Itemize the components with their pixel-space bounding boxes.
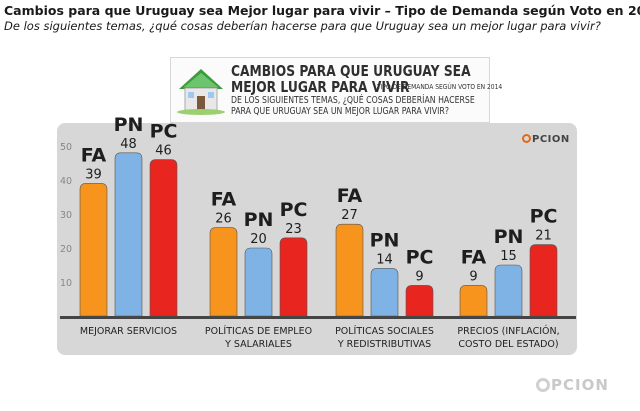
- y-tick-label: 40: [60, 176, 72, 187]
- bar-fa-3: [459, 285, 488, 317]
- banner-subtitle: TIPO DE DEMANDA SEGÚN VOTO EN 2014: [377, 83, 503, 91]
- value-label: 15: [500, 249, 517, 264]
- house-icon: [177, 69, 225, 115]
- banner-title-line2: MEJOR LUGAR PARA VIVIR: [231, 78, 410, 96]
- y-tick-label: 30: [60, 210, 72, 221]
- brand-big-text: PCION: [551, 376, 609, 394]
- value-label: 14: [376, 252, 393, 267]
- category-label: Y REDISTRIBUTIVAS: [337, 339, 431, 350]
- bar-pn-1: [244, 247, 273, 317]
- series-label-pn: PN: [370, 229, 400, 251]
- x-axis-bar: [60, 316, 576, 319]
- brand-o-icon: [522, 134, 531, 143]
- category-label: Y SALARIALES: [224, 339, 292, 350]
- bar-pc-0: [149, 159, 178, 317]
- category-label: POLÍTICAS DE EMPLEO: [205, 325, 312, 337]
- bar-pn-0: [114, 152, 143, 317]
- series-label-fa: FA: [211, 189, 237, 211]
- category-label: MEJORAR SERVICIOS: [80, 326, 177, 337]
- series-label-pn: PN: [114, 114, 144, 136]
- value-label: 26: [215, 212, 232, 227]
- value-label: 23: [285, 222, 302, 237]
- series-label-pc: PC: [530, 206, 558, 228]
- brand-o-icon: [536, 378, 550, 392]
- category-label: PRECIOS (INFLACIÓN,: [457, 325, 559, 337]
- value-label: 48: [120, 137, 137, 152]
- brand-logo-watermark: PCION: [536, 376, 609, 394]
- y-tick-label: 50: [60, 142, 72, 153]
- series-label-pn: PN: [494, 226, 524, 248]
- bar-pc-1: [279, 237, 308, 317]
- page-title: Cambios para que Uruguay sea Mejor lugar…: [4, 3, 640, 18]
- banner-question-line2: PARA QUE URUGUAY SEA UN MEJOR LUGAR PARA…: [231, 106, 449, 117]
- page-subtitle: De los siguientes temas, ¿qué cosas debe…: [4, 19, 601, 33]
- bar-pc-2: [405, 285, 434, 317]
- series-label-fa: FA: [461, 246, 487, 268]
- chart-banner: CAMBIOS PARA QUE URUGUAY SEA MEJOR LUGAR…: [170, 57, 502, 123]
- category-label: COSTO DEL ESTADO): [458, 339, 558, 350]
- series-label-pc: PC: [280, 199, 308, 221]
- chart-background-band: [57, 123, 577, 355]
- value-label: 20: [250, 232, 267, 247]
- y-tick-label: 20: [60, 244, 72, 255]
- series-label-fa: FA: [81, 144, 107, 166]
- bar-fa-1: [209, 227, 238, 317]
- bar-pn-3: [494, 264, 523, 317]
- value-label: 21: [535, 229, 552, 244]
- value-label: 39: [85, 167, 102, 182]
- bar-pc-3: [529, 244, 558, 317]
- banner-title-line1: CAMBIOS PARA QUE URUGUAY SEA: [231, 62, 471, 80]
- bar-pn-2: [370, 268, 399, 317]
- series-label-fa: FA: [337, 185, 363, 207]
- bar-fa-0: [79, 183, 108, 317]
- value-label: 27: [341, 208, 358, 223]
- brand-logo-small: PCION: [522, 134, 570, 145]
- series-label-pc: PC: [406, 246, 434, 268]
- category-label: POLÍTICAS SOCIALES: [335, 325, 434, 337]
- brand-small-text: PCION: [532, 134, 570, 145]
- y-tick-label: 10: [60, 278, 72, 289]
- banner-question-line1: DE LOS SIGUIENTES TEMAS, ¿QUÉ COSAS DEBE…: [231, 95, 475, 106]
- value-label: 9: [415, 269, 423, 284]
- bar-fa-2: [335, 223, 364, 317]
- series-label-pn: PN: [244, 209, 274, 231]
- series-label-pc: PC: [150, 121, 178, 143]
- value-label: 9: [469, 269, 477, 284]
- value-label: 46: [155, 144, 172, 159]
